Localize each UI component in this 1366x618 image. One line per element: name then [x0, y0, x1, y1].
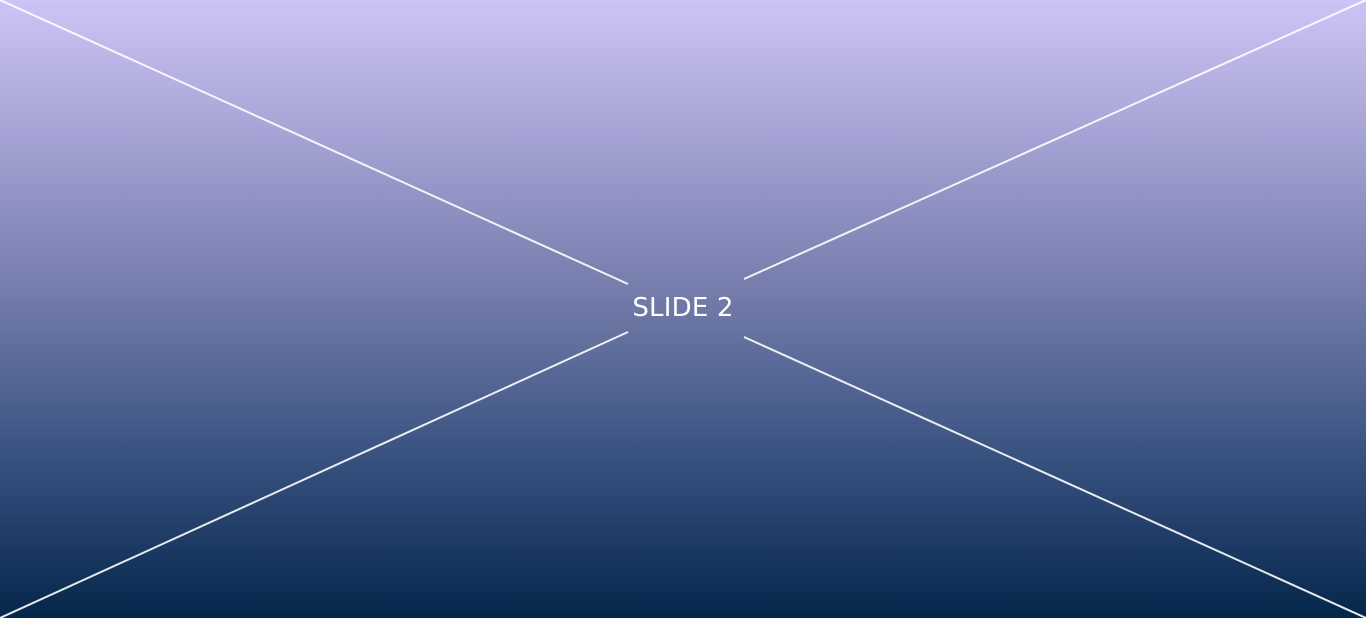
diagonal-line-top-left	[0, 0, 629, 285]
diagonal-line-top-right	[743, 0, 1366, 280]
diagonal-line-bottom-left	[0, 331, 629, 618]
diagonal-line-bottom-right	[743, 336, 1366, 618]
slide-label: SLIDE 2	[632, 293, 734, 323]
